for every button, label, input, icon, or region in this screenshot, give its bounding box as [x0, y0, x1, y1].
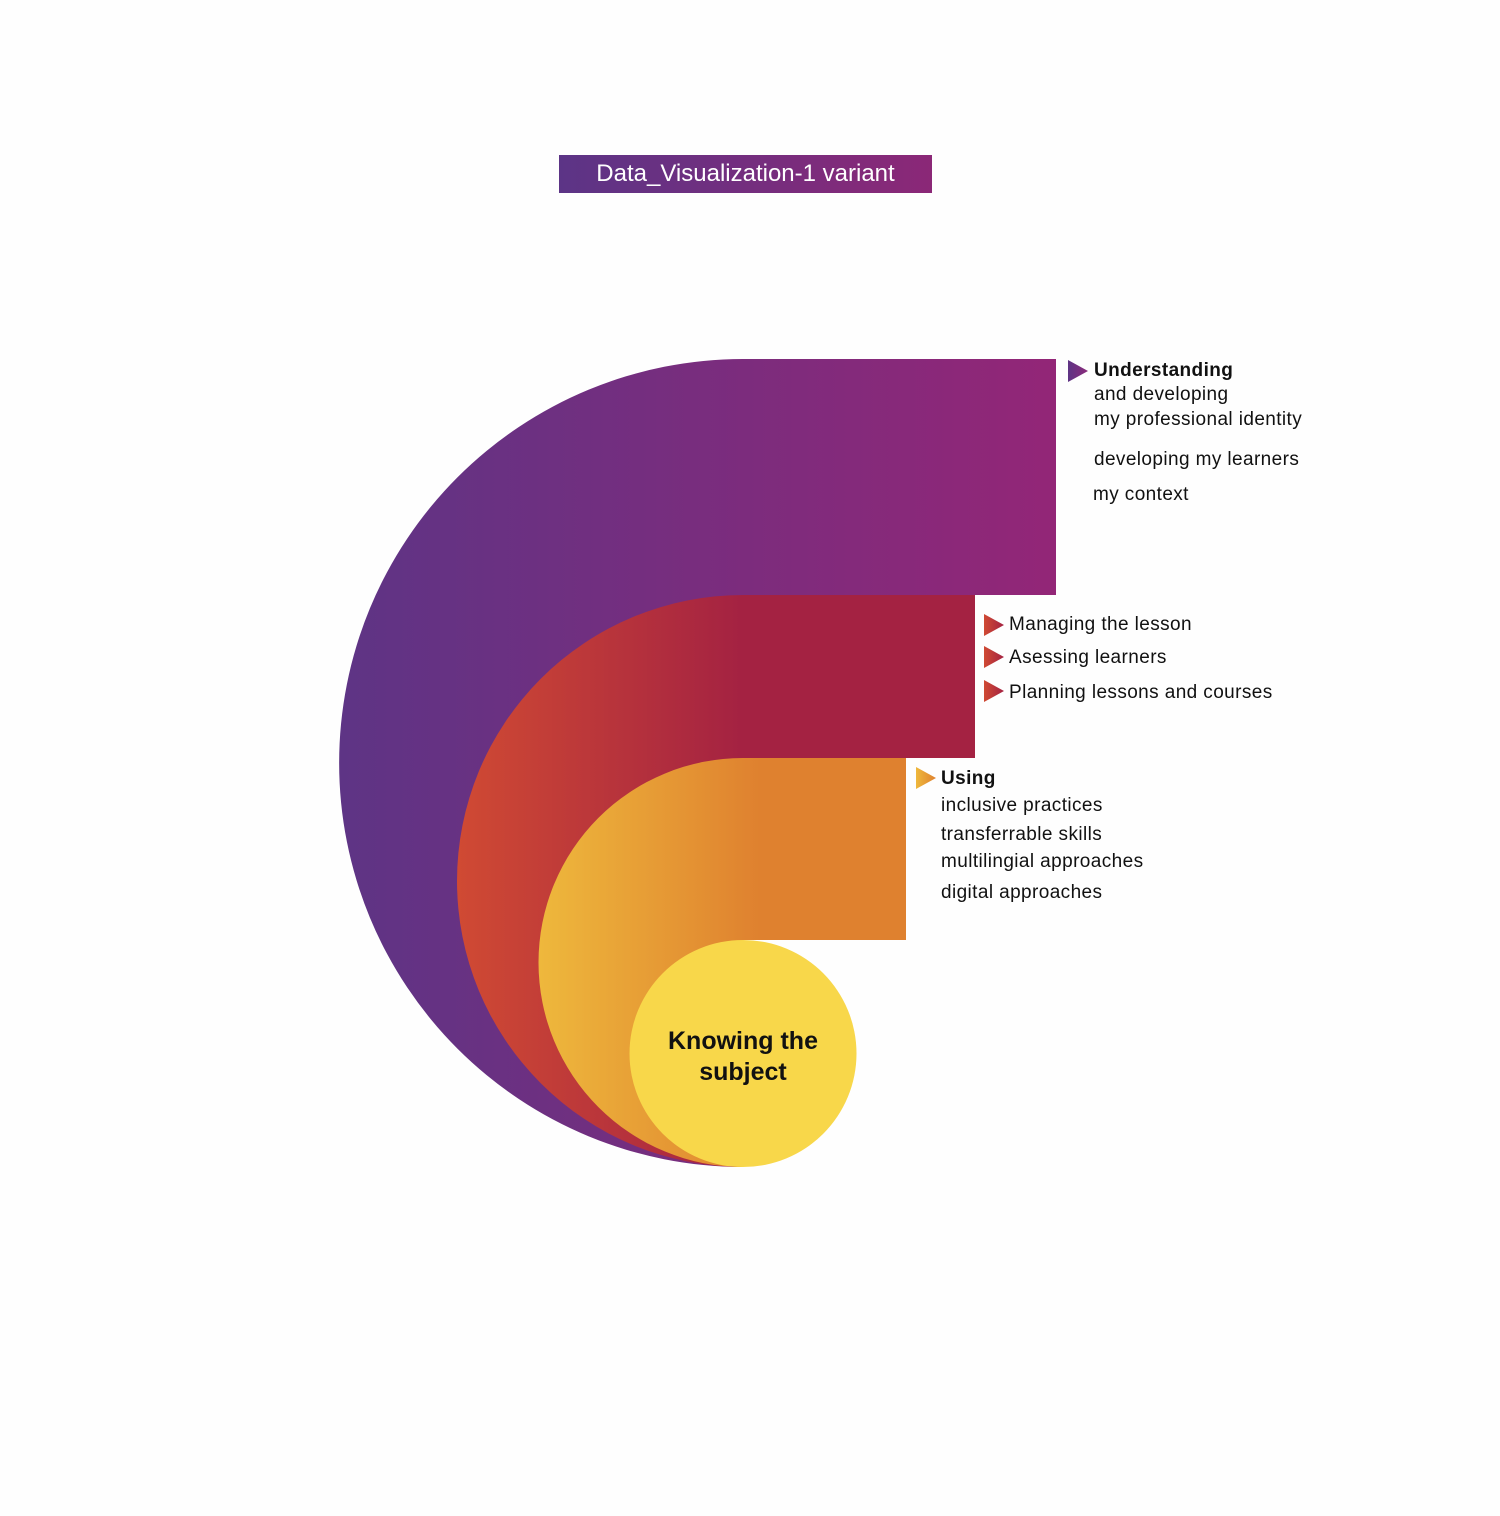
assessing-marker-icon: [984, 646, 1004, 668]
understanding-heading: Understanding: [1094, 360, 1234, 381]
managing-line: Managing the lesson: [1009, 614, 1192, 635]
managing-line: Asessing learners: [1009, 647, 1167, 668]
using-line: digital approaches: [941, 882, 1103, 903]
managing-line: Planning lessons and courses: [1009, 682, 1273, 703]
understanding-line: and developing: [1094, 384, 1229, 405]
understanding-line: developing my learners: [1094, 449, 1300, 470]
core-label-line: Knowing the: [668, 1027, 818, 1055]
using-line: transferrable skills: [941, 824, 1103, 845]
using-line: multilingial approaches: [941, 851, 1144, 872]
planning-marker-icon: [984, 680, 1004, 702]
understanding-line: my context: [1093, 484, 1189, 505]
using-heading: Using: [941, 768, 996, 789]
understanding-line: my professional identity: [1094, 409, 1303, 430]
core-label-line: subject: [699, 1058, 787, 1086]
core-label: Knowing the subject: [630, 1026, 856, 1088]
using-line: inclusive practices: [941, 795, 1103, 816]
understanding-marker-icon: [1068, 360, 1088, 382]
core-circle: [629, 940, 857, 1167]
using-marker-icon: [916, 767, 936, 789]
managing-marker-icon: [984, 614, 1004, 636]
diagram-title: Data_Visualization-1 variant: [559, 155, 932, 193]
